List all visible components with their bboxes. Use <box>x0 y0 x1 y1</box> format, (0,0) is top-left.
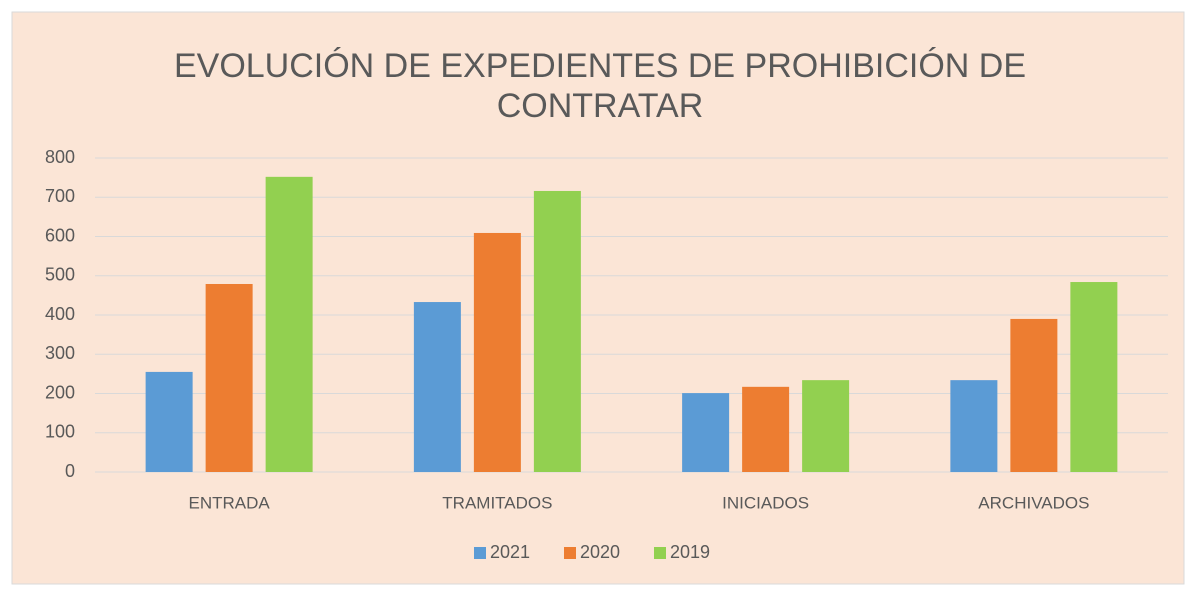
legend-swatch <box>564 547 576 559</box>
y-tick-label: 300 <box>45 343 75 363</box>
bar <box>742 386 790 472</box>
legend-label: 2019 <box>670 542 710 562</box>
legend-label: 2020 <box>580 542 620 562</box>
bar <box>1010 318 1058 472</box>
y-tick-label: 600 <box>45 225 75 245</box>
bar <box>413 302 461 472</box>
bar <box>802 380 850 472</box>
bar <box>145 371 193 472</box>
y-tick-label: 800 <box>45 147 75 167</box>
x-tick-label: TRAMITADOS <box>442 493 552 512</box>
legend-swatch <box>654 547 666 559</box>
bar <box>533 190 581 472</box>
bar <box>1070 282 1118 472</box>
y-tick-label: 100 <box>45 422 75 442</box>
legend-label: 2021 <box>490 542 530 562</box>
bar <box>205 283 253 472</box>
y-tick-label: 500 <box>45 265 75 285</box>
y-tick-label: 200 <box>45 382 75 402</box>
x-tick-label: INICIADOS <box>722 493 809 512</box>
y-tick-label: 0 <box>65 461 75 481</box>
legend-swatch <box>474 547 486 559</box>
y-tick-label: 400 <box>45 304 75 324</box>
x-tick-label: ARCHIVADOS <box>978 493 1089 512</box>
y-tick-label: 700 <box>45 186 75 206</box>
bar <box>950 380 998 472</box>
bar <box>682 393 730 472</box>
chart-title: EVOLUCIÓN DE EXPEDIENTES DE PROHIBICIÓN … <box>173 47 1027 125</box>
bar <box>473 232 521 472</box>
x-tick-label: ENTRADA <box>189 493 271 512</box>
bar <box>265 176 313 472</box>
